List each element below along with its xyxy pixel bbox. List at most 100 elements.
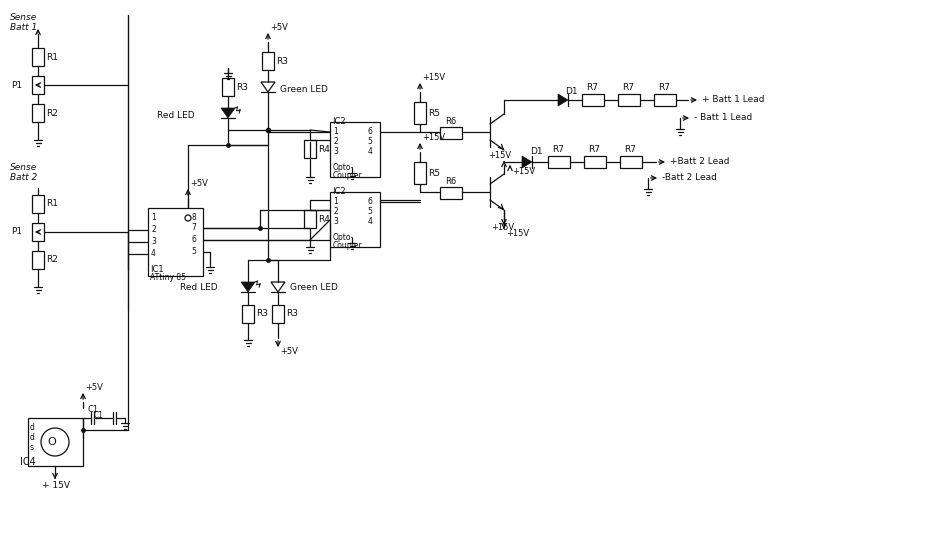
Text: 5: 5: [367, 138, 372, 146]
Text: 1: 1: [151, 213, 156, 222]
Text: Sense: Sense: [10, 164, 37, 172]
Text: R1: R1: [46, 200, 58, 208]
Text: 2: 2: [151, 226, 156, 234]
Bar: [32, 251, 44, 269]
Text: +15V: +15V: [491, 224, 514, 232]
Text: C1: C1: [94, 411, 104, 421]
Bar: [618, 94, 640, 106]
Text: d: d: [30, 434, 34, 442]
Polygon shape: [241, 282, 255, 292]
Bar: [330, 192, 380, 247]
Bar: [440, 127, 462, 139]
Text: R6: R6: [445, 118, 457, 127]
Bar: [32, 48, 44, 66]
Text: IC2: IC2: [332, 188, 346, 196]
Bar: [304, 140, 316, 158]
Text: R7: R7: [622, 83, 634, 92]
Text: R3: R3: [276, 57, 288, 65]
Text: +15V: +15V: [512, 168, 535, 176]
Text: +5V: +5V: [280, 348, 298, 356]
Text: P1: P1: [11, 81, 22, 90]
Text: 3: 3: [333, 218, 338, 226]
Text: R2: R2: [46, 108, 58, 118]
Text: s: s: [30, 443, 34, 453]
Bar: [548, 156, 570, 168]
Text: R2: R2: [46, 256, 58, 264]
Text: R4: R4: [318, 145, 330, 153]
Text: R6: R6: [445, 177, 457, 187]
Polygon shape: [261, 82, 275, 92]
Text: + Batt 1 Lead: + Batt 1 Lead: [702, 96, 764, 104]
Text: 4: 4: [367, 147, 372, 157]
Bar: [242, 305, 254, 323]
Text: R7: R7: [658, 83, 670, 92]
Text: d: d: [30, 423, 34, 432]
Text: R3: R3: [236, 83, 248, 91]
Text: +15V: +15V: [422, 73, 445, 83]
Polygon shape: [221, 108, 235, 118]
Text: Red LED: Red LED: [158, 110, 195, 120]
Polygon shape: [522, 156, 532, 168]
Text: 7: 7: [191, 224, 196, 232]
Text: 3: 3: [151, 238, 156, 246]
Text: +15V: +15V: [488, 151, 511, 160]
Text: IC1: IC1: [150, 265, 164, 275]
Text: C1: C1: [88, 405, 99, 415]
Text: 5: 5: [191, 248, 196, 257]
Text: Red LED: Red LED: [181, 283, 218, 293]
Bar: [330, 122, 380, 177]
Text: R3: R3: [256, 310, 268, 318]
Bar: [584, 156, 606, 168]
Text: 6: 6: [367, 127, 372, 137]
Text: R4: R4: [318, 214, 330, 224]
Text: Green LED: Green LED: [290, 283, 338, 293]
Text: IC4: IC4: [20, 457, 35, 467]
Text: - Batt 1 Lead: - Batt 1 Lead: [694, 114, 752, 122]
Polygon shape: [271, 282, 285, 292]
Bar: [262, 52, 274, 70]
Polygon shape: [558, 94, 568, 106]
Text: 6: 6: [191, 236, 196, 244]
Text: P1: P1: [11, 227, 22, 237]
Bar: [32, 195, 44, 213]
Text: 4: 4: [151, 250, 156, 258]
Bar: [272, 305, 284, 323]
Text: Green LED: Green LED: [280, 84, 328, 94]
Text: +5V: +5V: [85, 384, 103, 393]
Bar: [222, 78, 234, 96]
Text: Batt 1: Batt 1: [10, 22, 37, 32]
Text: 2: 2: [333, 207, 337, 217]
Text: O: O: [48, 437, 56, 447]
Text: D1: D1: [565, 88, 578, 96]
Text: +5V: +5V: [190, 180, 208, 189]
Text: Batt 2: Batt 2: [10, 172, 37, 182]
Text: +5V: +5V: [270, 23, 288, 33]
Bar: [414, 102, 426, 124]
Bar: [32, 223, 44, 241]
Bar: [414, 162, 426, 184]
Text: 6: 6: [367, 197, 372, 207]
Text: +15V: +15V: [422, 133, 445, 143]
Text: +15V: +15V: [506, 230, 529, 238]
Bar: [304, 210, 316, 228]
Bar: [654, 94, 676, 106]
Text: 4: 4: [367, 218, 372, 226]
Text: R5: R5: [428, 108, 440, 118]
Text: D1: D1: [530, 147, 542, 157]
Text: +Batt 2 Lead: +Batt 2 Lead: [670, 158, 730, 166]
Text: 1: 1: [333, 127, 337, 137]
Text: Sense: Sense: [10, 14, 37, 22]
Bar: [28, 418, 83, 466]
Bar: [620, 156, 642, 168]
Text: Coupler: Coupler: [333, 171, 363, 181]
Text: -Batt 2 Lead: -Batt 2 Lead: [662, 174, 717, 182]
Bar: [582, 94, 604, 106]
Text: 1: 1: [333, 197, 337, 207]
Text: R7: R7: [588, 145, 600, 154]
Text: R3: R3: [286, 310, 298, 318]
Text: R7: R7: [552, 145, 564, 154]
Text: 8: 8: [191, 213, 196, 222]
Text: Opto-: Opto-: [333, 233, 354, 243]
Text: + 15V: + 15V: [42, 480, 70, 490]
Text: R7: R7: [586, 83, 598, 92]
